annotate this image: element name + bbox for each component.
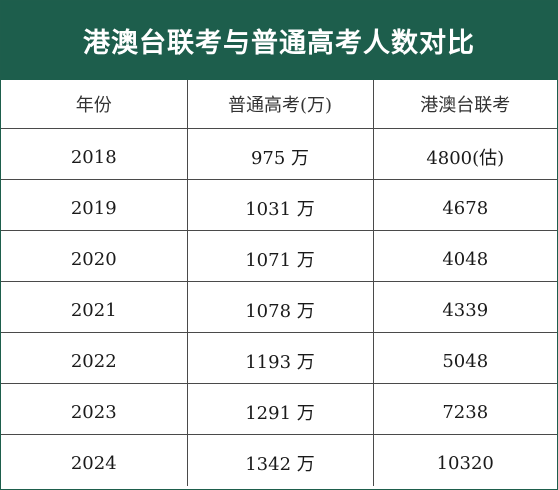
comparison-table: 年份 普通高考(万) 港澳台联考 2018 975 万 4800(估) 2019… — [1, 80, 557, 486]
gaokao-cell: 1031 万 — [187, 179, 374, 231]
year-cell: 2024 — [1, 434, 188, 486]
joint-exam-cell: 4800(估) — [373, 128, 557, 180]
gaokao-cell: 1342 万 — [187, 434, 374, 486]
table-header-row: 年份 普通高考(万) 港澳台联考 — [1, 80, 557, 129]
joint-exam-cell: 4339 — [373, 281, 557, 333]
joint-exam-cell: 10320 — [436, 452, 494, 474]
table-title: 港澳台联考与普通高考人数对比 — [83, 28, 475, 59]
year-cell: 2022 — [1, 332, 188, 384]
table-row: 2024 1342 万 10320 — [1, 434, 557, 486]
gaokao-cell: 1193 万 — [187, 332, 374, 384]
table-row: 2022 1193 万 5048 — [1, 332, 557, 384]
table-row: 2021 1078 万 4339 — [1, 281, 557, 333]
year-cell: 2020 — [1, 230, 188, 282]
joint-exam-cell: 4048 — [373, 230, 557, 282]
table-row: 2020 1071 万 4048 — [1, 230, 557, 282]
title-bar: 港澳台联考与普通高考人数对比 — [1, 1, 557, 80]
column-header-joint-exam: 港澳台联考 — [373, 80, 557, 129]
column-header-gaokao: 普通高考(万) — [187, 80, 374, 129]
gaokao-cell: 1078 万 — [187, 281, 374, 333]
table-row: 2018 975 万 4800(估) — [1, 128, 557, 180]
joint-exam-cell: 5048 — [373, 332, 557, 384]
gaokao-cell: 1071 万 — [187, 230, 374, 282]
year-cell: 2021 — [1, 281, 188, 333]
gaokao-cell: 1291 万 — [187, 383, 374, 435]
year-cell: 2023 — [1, 383, 188, 435]
year-cell: 2018 — [1, 128, 188, 180]
year-cell: 2019 — [1, 179, 188, 231]
column-header-year: 年份 — [1, 80, 188, 129]
joint-exam-cell: 4678 — [373, 179, 557, 231]
table-row: 2023 1291 万 7238 — [1, 383, 557, 435]
table-row: 2019 1031 万 4678 — [1, 179, 557, 231]
joint-exam-cell: 7238 — [373, 383, 557, 435]
gaokao-cell: 975 万 — [187, 128, 374, 180]
